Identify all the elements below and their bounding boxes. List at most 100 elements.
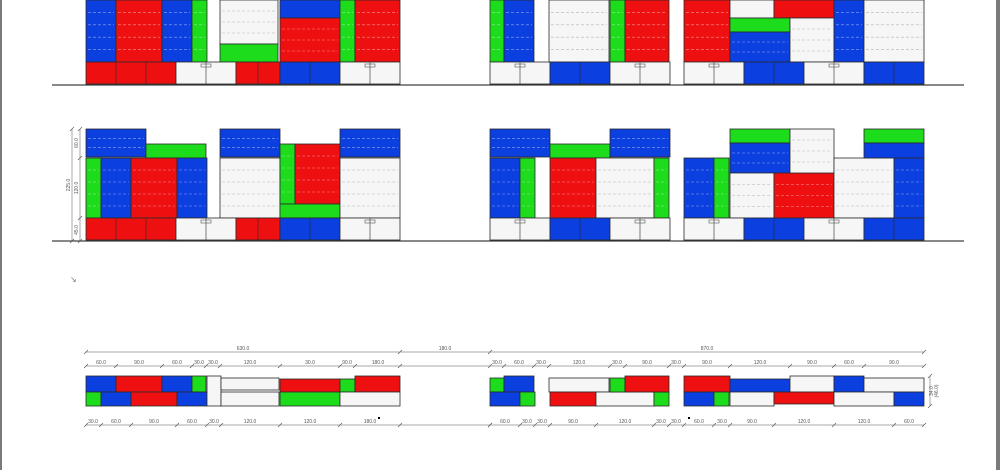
dimension-label: 30.0 bbox=[717, 419, 727, 425]
dimension-tick bbox=[927, 403, 933, 409]
dimension-tick bbox=[83, 363, 89, 369]
dimension-tick bbox=[607, 363, 613, 369]
green-panel bbox=[191, 0, 208, 63]
dimension-tick bbox=[69, 238, 75, 244]
blue-panel-body bbox=[729, 31, 791, 63]
plan-row bbox=[85, 375, 925, 419]
dimension-tick bbox=[666, 422, 672, 428]
green-panel bbox=[85, 391, 102, 407]
blue-panel-body bbox=[100, 157, 132, 219]
blue-panel-body bbox=[161, 375, 193, 393]
dimension-tick bbox=[487, 349, 493, 355]
dimension-tick bbox=[217, 363, 223, 369]
white-panel-body bbox=[548, 0, 610, 63]
green-panel-body bbox=[729, 17, 791, 33]
blue-panel bbox=[279, 0, 341, 19]
blue-panel bbox=[489, 157, 521, 219]
blue-panel bbox=[339, 128, 401, 158]
blue-panel bbox=[85, 375, 117, 393]
white-panel-body bbox=[595, 391, 655, 407]
dimension-label: 30.0 bbox=[209, 419, 219, 425]
blue-panel bbox=[503, 375, 535, 393]
red-panel bbox=[235, 217, 281, 241]
blue-panel bbox=[279, 217, 341, 241]
dimension-label: 90.0 bbox=[568, 419, 578, 425]
dimension-tick bbox=[203, 363, 209, 369]
dimension-tick bbox=[787, 363, 793, 369]
blue-panel-body bbox=[893, 391, 925, 407]
white-panel bbox=[220, 391, 280, 407]
white-panel bbox=[683, 61, 745, 85]
blue-panel-body bbox=[489, 157, 521, 219]
dimension-tick bbox=[593, 422, 599, 428]
dimension-label: 630.0 bbox=[237, 346, 250, 352]
red-panel-body bbox=[294, 143, 341, 205]
red-panel-body bbox=[683, 0, 731, 63]
plan-marker-dot bbox=[378, 417, 380, 419]
elevation-row-1 bbox=[85, 0, 925, 85]
white-panel bbox=[339, 391, 401, 407]
dimension-tick bbox=[204, 422, 210, 428]
dimension-tick bbox=[337, 363, 343, 369]
dimension-label: 60.0 bbox=[694, 419, 704, 425]
dimension-label: 120.0 bbox=[858, 419, 871, 425]
dimension-label: 30.0 bbox=[537, 419, 547, 425]
white-panel bbox=[863, 0, 925, 63]
white-panel-body bbox=[595, 157, 655, 219]
dimension-label: 30.0 bbox=[305, 360, 315, 366]
white-panel-body bbox=[729, 391, 775, 407]
dimension-tick bbox=[681, 363, 687, 369]
white-panel bbox=[729, 391, 775, 407]
white-panel bbox=[863, 377, 925, 393]
drawer-handle bbox=[200, 219, 212, 224]
green-panel-body bbox=[85, 157, 102, 219]
dimension-label: 225.0 bbox=[66, 179, 72, 192]
drawer-handle bbox=[634, 219, 646, 224]
green-panel-body bbox=[279, 143, 296, 205]
dimension-tick bbox=[622, 363, 628, 369]
red-panel bbox=[773, 172, 835, 219]
green-panel bbox=[863, 128, 925, 144]
dimension-label: 60.0 bbox=[514, 360, 524, 366]
red-panel-body bbox=[549, 157, 597, 219]
white-panel bbox=[339, 61, 401, 85]
blue-panel bbox=[863, 61, 925, 85]
blue-panel bbox=[729, 142, 791, 174]
red-panel bbox=[549, 391, 597, 407]
dimension-tick bbox=[397, 349, 403, 355]
blue-panel bbox=[833, 0, 865, 63]
green-panel bbox=[653, 391, 670, 407]
green-panel-body bbox=[519, 157, 536, 219]
white-panel bbox=[729, 172, 775, 219]
blue-panel-body bbox=[489, 391, 521, 407]
red-panel bbox=[354, 375, 401, 393]
dimension-tick bbox=[69, 126, 75, 132]
dimension-tick bbox=[727, 422, 733, 428]
dimension-label: 30.0 bbox=[536, 360, 546, 366]
red-panel bbox=[549, 157, 597, 219]
red-panel-body bbox=[624, 375, 670, 393]
dimension-label: 120.0 bbox=[244, 360, 257, 366]
dimension-label: 60.0 bbox=[904, 419, 914, 425]
red-panel-body bbox=[85, 217, 177, 241]
dimension-label: 30.0 bbox=[522, 419, 532, 425]
ground-lines bbox=[52, 84, 964, 242]
blue-panel bbox=[100, 391, 132, 407]
white-panel bbox=[206, 375, 222, 407]
dimension-label: 120.0 bbox=[754, 360, 767, 366]
dimension-tick bbox=[831, 363, 837, 369]
blue-panel-body bbox=[503, 0, 535, 63]
dimension-label: 60.0 bbox=[187, 419, 197, 425]
blue-panel-body bbox=[279, 0, 341, 19]
red-panel-body bbox=[115, 0, 163, 63]
dimension-tick bbox=[77, 126, 83, 132]
dimension-label: 30.0 bbox=[88, 419, 98, 425]
blue-panel-body bbox=[893, 157, 925, 219]
blue-panel-body bbox=[176, 157, 208, 219]
green-panel bbox=[609, 0, 626, 63]
dimension-label: 45.0 bbox=[74, 225, 80, 235]
blue-panel-body bbox=[161, 0, 193, 63]
dimension-label: 180.0 bbox=[372, 360, 385, 366]
